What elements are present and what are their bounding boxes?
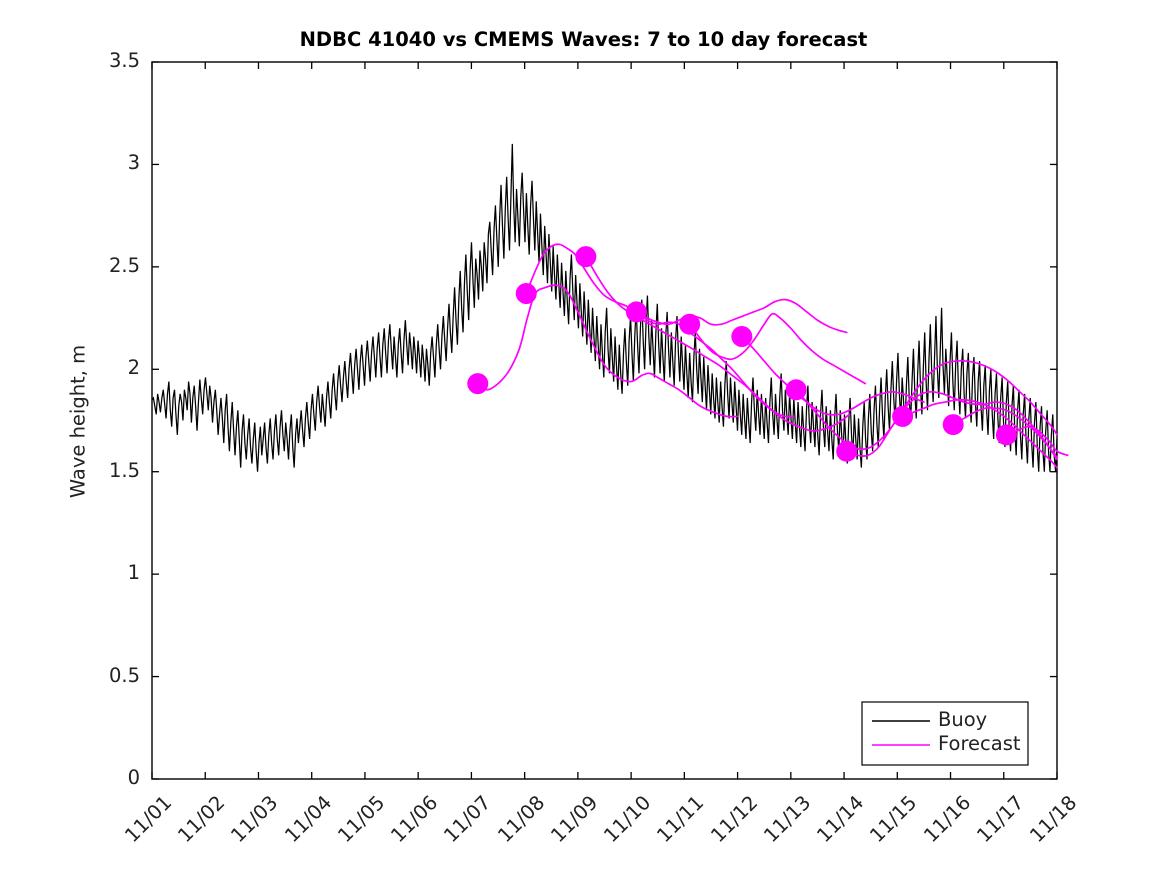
chart-title: NDBC 41040 vs CMEMS Waves: 7 to 10 day f… <box>299 28 868 51</box>
y-tick-label: 0 <box>127 766 140 789</box>
y-tick-label: 1 <box>127 561 140 585</box>
legend-label-forecast: Forecast <box>938 732 1021 755</box>
y-tick-label: 3 <box>127 151 140 175</box>
y-tick-label: 2.5 <box>108 253 140 277</box>
forecast-series-lines <box>476 243 1069 469</box>
forecast-start-markers <box>467 246 1017 462</box>
y-tick-label: 2 <box>127 356 140 380</box>
legend-box <box>861 701 1029 766</box>
y-tick-label: 1.5 <box>108 458 140 482</box>
buoy-series-line <box>151 143 1058 472</box>
axes-frame <box>151 61 1058 780</box>
axis-ticks <box>151 61 1058 780</box>
y-tick-label: 3.5 <box>108 49 140 72</box>
legend-label-buoy: Buoy <box>938 708 988 731</box>
y-tick-label: 0.5 <box>108 663 140 687</box>
